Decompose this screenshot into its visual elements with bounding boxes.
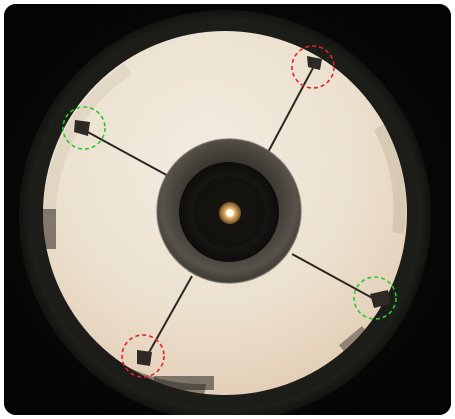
green-marker-left	[62, 106, 106, 150]
red-marker-top-right	[291, 45, 335, 89]
green-marker-right	[353, 276, 397, 320]
telescope-scene	[4, 4, 451, 415]
spider-vanes	[83, 65, 377, 357]
red-marker-bottom-left	[121, 334, 165, 378]
spider-vane-bottom-left	[146, 275, 193, 357]
center-glint-core	[226, 209, 234, 217]
vane-mounts	[74, 56, 390, 366]
spider-vane-top-right	[265, 65, 315, 157]
vane-mount-right-block	[370, 290, 390, 308]
secondary-holder-edge	[156, 138, 302, 284]
marker-circles	[62, 45, 397, 378]
vane-mount-top-right-block	[307, 56, 322, 70]
vane-mount-left-block	[74, 120, 90, 136]
spider-vane-right	[291, 253, 377, 301]
telescope-photo	[4, 4, 451, 415]
vane-mount-bottom-left-block	[137, 350, 152, 366]
spider-vane-left	[83, 129, 173, 179]
